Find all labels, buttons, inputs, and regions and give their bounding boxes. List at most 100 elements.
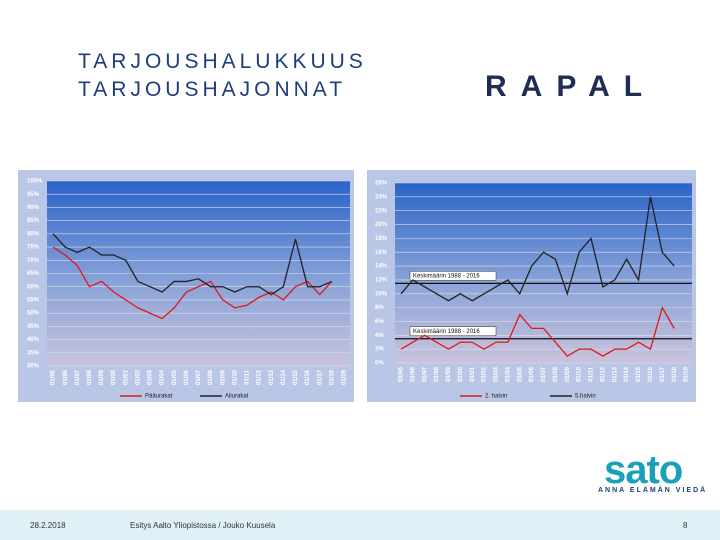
x-tick-label: 01/02 <box>482 366 488 382</box>
y-tick-label: 60% <box>27 284 40 290</box>
legend-label: Pääurakat <box>145 394 173 400</box>
y-tick-label: 85% <box>27 218 40 224</box>
x-tick-label: 01/19 <box>684 366 690 382</box>
annotation-box <box>409 326 497 337</box>
y-tick-label: 8% <box>375 305 384 311</box>
brand-logo: sato <box>604 448 683 492</box>
page-number: 8 <box>683 521 688 530</box>
x-tick-label: 01/01 <box>470 366 476 382</box>
x-tick-label: 01/14 <box>281 369 287 385</box>
x-tick-label: 01/10 <box>232 369 238 385</box>
x-tick-label: 01/10 <box>577 366 583 382</box>
legend-label: Aliurakat <box>225 394 249 400</box>
legend-label: 2. halvin <box>485 394 507 400</box>
x-tick-label: 01/05 <box>517 366 523 382</box>
y-tick-label: 65% <box>27 271 40 277</box>
x-tick-label: 01/04 <box>160 369 166 385</box>
x-tick-label: 01/07 <box>196 369 202 385</box>
x-tick-label: 01/01 <box>123 369 129 385</box>
y-tick-label: 35% <box>27 350 40 356</box>
y-tick-label: 6% <box>375 319 384 325</box>
legend-label: 5.halvin <box>575 394 596 400</box>
x-tick-label: 01/17 <box>317 369 323 385</box>
x-tick-label: 01/96 <box>63 369 69 385</box>
x-tick-label: 01/13 <box>612 366 618 382</box>
x-tick-label: 01/99 <box>99 369 105 385</box>
x-tick-label: 01/12 <box>257 369 263 385</box>
x-tick-label: 01/98 <box>87 369 93 385</box>
x-tick-label: 01/03 <box>148 369 154 385</box>
x-tick-label: 01/00 <box>111 369 117 385</box>
y-tick-label: 45% <box>27 324 40 330</box>
x-tick-label: 01/15 <box>293 369 299 385</box>
y-tick-label: 50% <box>27 311 40 317</box>
y-tick-label: 26% <box>375 181 388 187</box>
y-tick-label: 12% <box>375 278 388 284</box>
x-tick-label: 01/15 <box>636 366 642 382</box>
footer-date: 28.2.2018 <box>30 521 66 530</box>
x-tick-label: 01/99 <box>446 366 452 382</box>
y-tick-label: 55% <box>27 298 40 304</box>
x-tick-label: 01/09 <box>565 366 571 382</box>
x-tick-label: 01/18 <box>329 369 335 385</box>
data-line <box>400 196 675 302</box>
x-tick-label: 01/14 <box>624 366 630 382</box>
y-tick-label: 18% <box>375 236 388 242</box>
x-tick-label: 01/06 <box>529 366 535 382</box>
x-tick-label: 01/16 <box>648 366 654 382</box>
data-line <box>400 305 675 357</box>
y-tick-label: 80% <box>27 231 40 237</box>
x-tick-label: 01/07 <box>541 366 547 382</box>
x-tick-label: 01/03 <box>494 366 500 382</box>
slide-subtitle: TARJOUSHAJONNAT <box>78 78 347 101</box>
x-tick-label: 01/05 <box>172 369 178 385</box>
data-line <box>52 246 333 320</box>
x-tick-label: 01/11 <box>245 369 251 384</box>
x-tick-label: 01/97 <box>422 366 428 382</box>
x-tick-label: 01/13 <box>269 369 275 385</box>
annotation-box <box>409 271 497 281</box>
x-tick-label: 01/02 <box>135 369 141 385</box>
x-tick-label: 01/12 <box>600 366 606 382</box>
y-tick-label: 30% <box>27 364 40 370</box>
x-tick-label: 01/98 <box>434 366 440 382</box>
x-tick-label: 01/08 <box>553 366 559 382</box>
y-tick-label: 24% <box>375 194 388 200</box>
x-tick-label: 01/95 <box>399 366 405 382</box>
x-tick-label: 01/95 <box>51 369 57 385</box>
x-tick-label: 01/19 <box>342 369 348 385</box>
x-tick-label: 01/08 <box>208 369 214 385</box>
y-tick-label: 16% <box>375 250 388 256</box>
y-tick-label: 0% <box>375 361 384 367</box>
x-tick-label: 01/16 <box>305 369 311 385</box>
y-tick-label: 4% <box>375 333 384 339</box>
y-tick-label: 10% <box>375 291 388 297</box>
x-tick-label: 01/04 <box>505 366 511 382</box>
x-tick-label: 01/00 <box>458 366 464 382</box>
y-tick-label: 20% <box>375 222 388 228</box>
x-tick-label: 01/96 <box>410 366 416 382</box>
y-tick-label: 40% <box>27 337 40 343</box>
y-tick-label: 100% <box>27 179 43 185</box>
annotation: Keskimäärin 1988 - 2016 <box>413 273 480 279</box>
annotation: Keskimäärin 1988 - 2016 <box>413 329 480 335</box>
y-tick-label: 75% <box>27 245 40 251</box>
footer-bar <box>0 510 720 540</box>
x-tick-label: 01/11 <box>589 366 595 381</box>
x-tick-label: 01/17 <box>660 366 666 382</box>
data-line <box>52 233 333 296</box>
y-tick-label: 90% <box>27 205 40 211</box>
brand-tagline: ANNA ELÄMÄN VIEDÄ <box>598 487 708 494</box>
x-tick-label: 01/09 <box>220 369 226 385</box>
x-tick-label: 01/18 <box>672 366 678 382</box>
footer-text: Esitys Aalto Yliopistossa / Jouko Kuusel… <box>130 521 276 530</box>
y-tick-label: 2% <box>375 347 384 353</box>
x-tick-label: 01/06 <box>184 369 190 385</box>
logo: RAPAL <box>485 70 657 103</box>
slide-title: TARJOUSHALUKKUUS <box>78 50 367 73</box>
y-tick-label: 14% <box>375 264 388 270</box>
y-tick-label: 95% <box>27 192 40 198</box>
y-tick-label: 22% <box>375 208 388 214</box>
